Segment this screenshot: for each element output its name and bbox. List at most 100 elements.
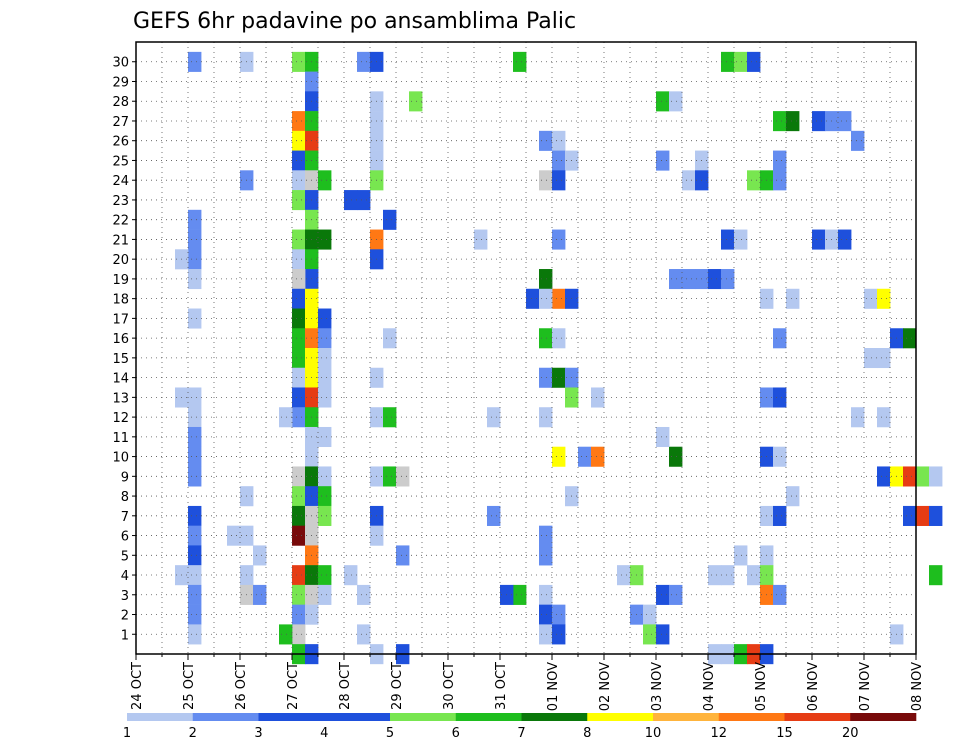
colorbar-swatch-3 <box>324 713 391 721</box>
cell-117 <box>383 466 397 487</box>
cell-123 <box>357 584 371 605</box>
cell-139 <box>539 288 553 309</box>
ytick-label-28: 28 <box>112 95 129 110</box>
cell-180 <box>656 426 670 448</box>
cell-201 <box>773 446 787 467</box>
cell-178 <box>721 269 735 290</box>
cell-142 <box>539 367 553 388</box>
cell-16 <box>188 565 202 586</box>
cell-9 <box>188 407 202 428</box>
cell-18 <box>188 584 202 605</box>
cell-48 <box>318 229 332 250</box>
ytick-label-23: 23 <box>112 194 129 209</box>
cell-91 <box>292 584 306 605</box>
xtick-label-5: 29 OCT <box>390 662 405 710</box>
ytick-label-30: 30 <box>112 56 129 71</box>
cell-0 <box>188 51 202 72</box>
colorbar-label-7: 8 <box>583 726 591 741</box>
ytick-label-13: 13 <box>112 391 129 406</box>
ytick-label-12: 12 <box>112 411 129 426</box>
colorbar-label-0: 1 <box>123 726 131 741</box>
ytick-label-24: 24 <box>112 174 129 189</box>
cell-202 <box>786 486 800 507</box>
ytick-label-27: 27 <box>112 115 129 130</box>
cell-171 <box>656 91 670 112</box>
colorbar: 1 2 3 4 5 6 7 8 10 12 15 20 <box>123 713 917 741</box>
cell-241 <box>916 505 930 526</box>
cell-30 <box>292 51 306 72</box>
cell-197 <box>773 328 787 349</box>
cell-207 <box>747 565 761 586</box>
cell-63 <box>318 348 332 369</box>
cell-6 <box>188 308 202 329</box>
cell-240 <box>903 505 917 526</box>
cell-184 <box>734 51 748 72</box>
cell-162 <box>552 604 566 625</box>
cell-1 <box>188 209 202 230</box>
cell-52 <box>292 269 306 290</box>
cell-181 <box>656 584 670 605</box>
cell-122 <box>344 565 358 586</box>
colorbar-label-2: 3 <box>254 726 262 741</box>
cell-85 <box>292 525 306 546</box>
cell-49 <box>292 249 306 270</box>
cell-93 <box>318 584 332 605</box>
cell-2 <box>188 229 202 250</box>
cell-12 <box>188 466 202 487</box>
ytick-label-16: 16 <box>112 332 129 347</box>
cell-40 <box>292 170 306 191</box>
cell-167 <box>617 565 631 586</box>
cell-61 <box>292 348 306 369</box>
xtick-label-14: 07 NOV <box>858 662 873 711</box>
cell-84 <box>318 505 332 526</box>
cell-135 <box>539 269 553 290</box>
cell-28 <box>253 584 267 605</box>
cell-129 <box>539 130 553 151</box>
colorbar-label-8: 10 <box>645 726 662 741</box>
cell-15 <box>188 545 202 566</box>
xtick-label-10: 03 NOV <box>650 662 665 711</box>
cell-58 <box>292 328 306 349</box>
cell-46 <box>292 229 306 250</box>
colorbar-swatch-0 <box>127 713 194 721</box>
ytick-label-11: 11 <box>112 431 129 446</box>
ytick-label-29: 29 <box>112 75 129 90</box>
xtick-label-3: 27 OCT <box>286 662 301 710</box>
xtick-label-1: 25 OCT <box>182 662 197 710</box>
ytick-label-3: 3 <box>121 589 129 604</box>
colorbar-swatch-6 <box>521 713 588 721</box>
cell-185 <box>747 51 761 72</box>
cell-74 <box>318 426 332 448</box>
cell-151 <box>552 446 566 467</box>
colorbar-label-5: 6 <box>452 726 460 741</box>
colorbar-swatch-8 <box>653 713 720 721</box>
cell-193 <box>721 229 735 250</box>
y-axis: 1234567891011121314151617181920212223242… <box>112 56 136 643</box>
cell-227 <box>864 288 878 309</box>
xtick-label-6: 30 OCT <box>442 662 457 710</box>
cell-179 <box>669 446 683 467</box>
xtick-label-11: 04 NOV <box>702 662 717 711</box>
ytick-label-15: 15 <box>112 352 129 367</box>
colorbar-swatch-1 <box>192 713 259 721</box>
cell-182 <box>669 584 683 605</box>
cell-208 <box>708 565 722 586</box>
cell-38 <box>292 150 306 171</box>
ytick-label-14: 14 <box>112 372 129 387</box>
colorbar-label-10: 15 <box>776 726 793 741</box>
cell-127 <box>409 91 423 112</box>
cell-237 <box>903 466 917 487</box>
cell-94 <box>292 604 306 625</box>
cell-204 <box>773 505 787 526</box>
colorbar-swatch-7 <box>587 713 654 721</box>
colorbar-label-11: 20 <box>842 726 859 741</box>
cell-183 <box>721 51 735 72</box>
ytick-label-7: 7 <box>121 510 129 525</box>
colorbar-swatch-10 <box>784 713 851 721</box>
cell-140 <box>539 328 553 349</box>
cell-239 <box>929 466 943 487</box>
ytick-label-5: 5 <box>121 549 129 564</box>
cell-19 <box>188 604 202 625</box>
cell-149 <box>474 229 488 250</box>
